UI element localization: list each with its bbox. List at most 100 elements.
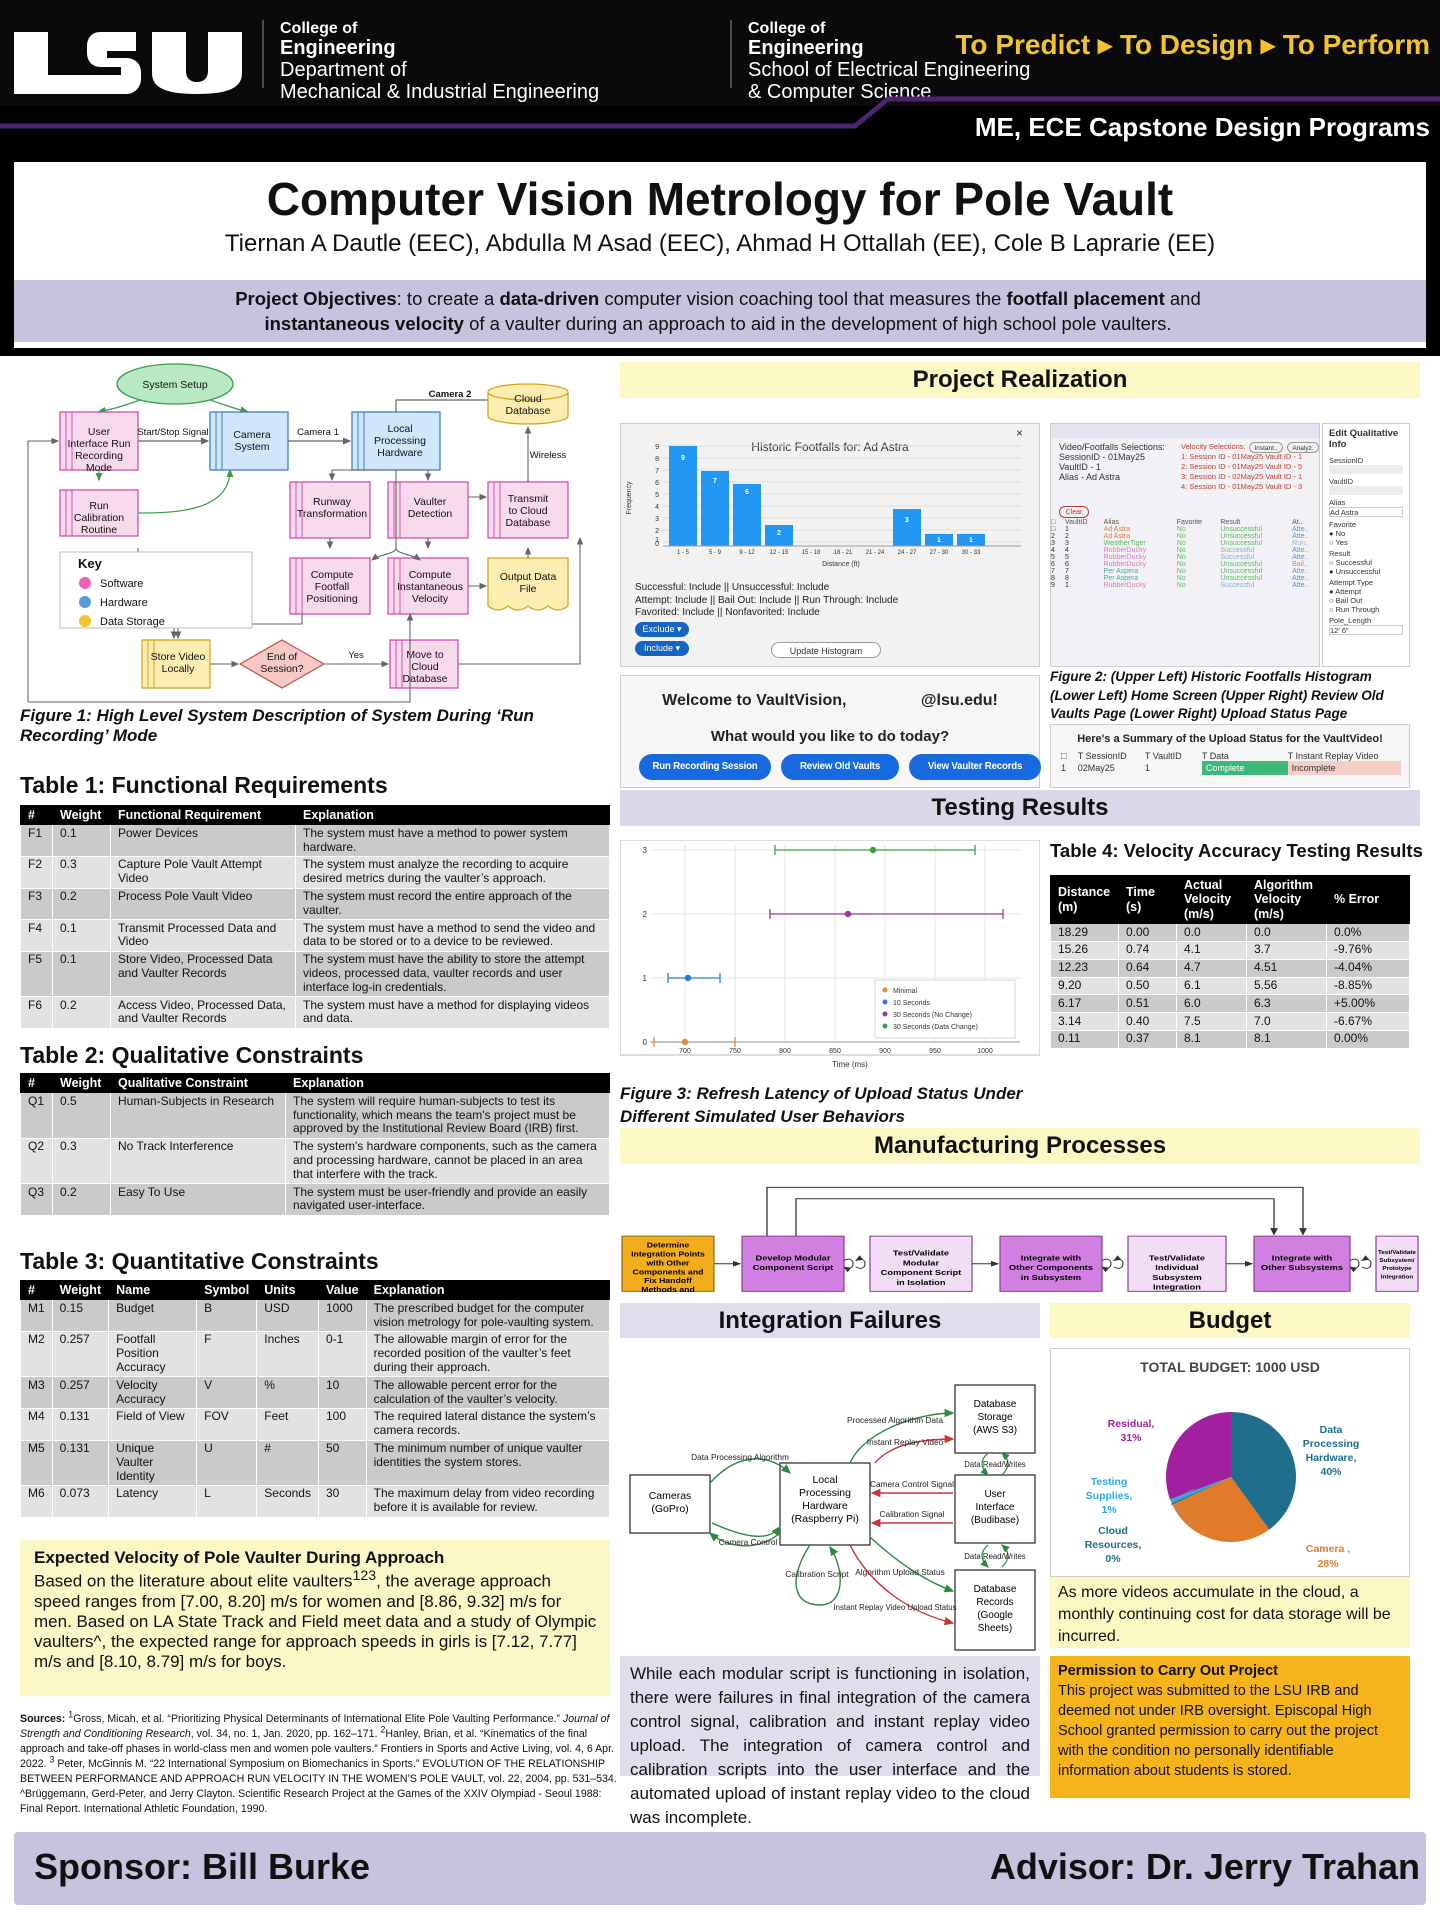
svg-text:Integration: Integration [1381,1275,1414,1280]
svg-text:21 - 24: 21 - 24 [866,550,885,556]
svg-text:6: 6 [745,489,749,496]
svg-text:Move to: Move to [406,649,444,661]
svg-text:Detection: Detection [408,508,453,520]
svg-text:0%: 0% [1105,1553,1121,1565]
svg-text:18 - 21: 18 - 21 [834,550,853,556]
svg-text:30 Seconds (Data Change): 30 Seconds (Data Change) [893,1024,978,1031]
svg-text:Locally: Locally [162,663,195,675]
svg-text:10 Seconds: 10 Seconds [893,1000,930,1007]
svg-text:Transformation: Transformation [297,508,367,520]
svg-text:Database: Database [506,405,551,417]
svg-text:Processed Algorithm Data: Processed Algorithm Data [847,1415,943,1425]
svg-text:6: 6 [655,480,659,487]
svg-text:5 - 9: 5 - 9 [709,550,722,556]
svg-text:900: 900 [879,1048,891,1055]
svg-text:Components and: Components and [633,1268,704,1276]
svg-text:Instantaneous: Instantaneous [397,581,463,593]
svg-text:Vaulter: Vaulter [414,496,447,508]
svg-text:Cameras: Cameras [649,1490,692,1502]
svg-text:with Other: with Other [645,1259,689,1267]
svg-text:Database: Database [974,1399,1017,1410]
svg-text:(Google: (Google [977,1610,1013,1621]
svg-text:Cloud: Cloud [1098,1525,1128,1537]
svg-text:Test/Validate: Test/Validate [1149,1253,1205,1262]
svg-text:2: 2 [643,910,648,919]
svg-text:Integration Points: Integration Points [631,1250,705,1258]
svg-text:(Budibase): (Budibase) [971,1515,1019,1526]
svg-text:Component Script: Component Script [881,1268,962,1277]
svg-text:Hardware: Hardware [377,447,423,459]
svg-text:31%: 31% [1120,1432,1142,1444]
svg-text:24 - 27: 24 - 27 [898,550,917,556]
svg-text:Modular: Modular [903,1258,940,1267]
svg-text:Key: Key [78,556,103,571]
svg-text:Component Script: Component Script [753,1263,834,1272]
svg-text:System Setup: System Setup [142,379,208,391]
svg-text:Run: Run [89,500,108,512]
svg-text:700: 700 [679,1048,691,1055]
svg-text:Integrate with: Integrate with [1021,1253,1081,1262]
svg-text:30 Seconds (No Change): 30 Seconds (No Change) [893,1012,972,1019]
svg-text:3: 3 [905,517,909,524]
svg-text:Processing: Processing [374,435,426,447]
svg-text:Wireless: Wireless [530,450,567,461]
svg-text:28%: 28% [1317,1558,1339,1570]
svg-text:Camera Control Signal: Camera Control Signal [870,1479,954,1489]
svg-text:End of: End of [267,651,297,663]
svg-text:1 - 5: 1 - 5 [677,550,690,556]
svg-text:2: 2 [655,528,659,535]
svg-text:Subsystem: Subsystem [1152,1273,1202,1282]
svg-text:850: 850 [829,1048,841,1055]
svg-text:Positioning: Positioning [306,593,358,605]
svg-text:Local: Local [387,423,412,435]
svg-text:Individual: Individual [1155,1263,1198,1272]
svg-text:Integrate with: Integrate with [1272,1253,1332,1262]
svg-text:Start/Stop Signal: Start/Stop Signal [137,427,208,438]
svg-text:Develop Modular: Develop Modular [756,1253,832,1262]
svg-text:40%: 40% [1320,1466,1342,1478]
svg-text:Hardware,: Hardware, [1306,1452,1357,1464]
svg-text:Other Components: Other Components [1009,1263,1093,1272]
svg-text:Output Data: Output Data [500,571,557,583]
svg-text:Frequency: Frequency [626,481,633,515]
svg-text:Transmit: Transmit [508,493,549,505]
svg-text:3: 3 [655,516,659,523]
svg-text:Distance (ft): Distance (ft) [822,561,860,568]
svg-text:Data Read/Writes: Data Read/Writes [964,1460,1025,1469]
svg-text:Other Subsystems: Other Subsystems [1261,1263,1343,1272]
svg-text:User: User [984,1489,1006,1500]
svg-text:27 - 30: 27 - 30 [930,550,949,556]
svg-text:30 - 33: 30 - 33 [962,550,981,556]
svg-text:2: 2 [777,530,781,537]
svg-text:Velocity: Velocity [412,593,449,605]
svg-text:Data: Data [1320,1424,1343,1436]
svg-text:Prototype: Prototype [1382,1267,1411,1272]
svg-text:Calibration Signal: Calibration Signal [879,1509,944,1519]
svg-text:Routine: Routine [81,524,117,536]
svg-text:800: 800 [779,1048,791,1055]
svg-text:Database: Database [506,517,551,529]
svg-text:Test/Validate: Test/Validate [1378,1250,1416,1255]
svg-text:Minimal: Minimal [893,988,918,995]
svg-text:Instant Replay Video: Instant Replay Video [867,1437,944,1447]
svg-text:Compute: Compute [311,569,354,581]
svg-text:Calibration: Calibration [74,512,124,524]
svg-text:12 - 15: 12 - 15 [770,550,789,556]
svg-text:750: 750 [729,1048,741,1055]
svg-text:Yes: Yes [348,650,364,661]
svg-text:3: 3 [643,846,648,855]
svg-text:Interface: Interface [976,1502,1015,1513]
svg-text:Database: Database [403,673,448,685]
svg-text:Fix Handoff: Fix Handoff [644,1277,692,1285]
svg-text:1%: 1% [1101,1504,1117,1516]
svg-text:to Cloud: to Cloud [508,505,547,517]
svg-text:Runway: Runway [313,496,352,508]
svg-text:Subsystem/: Subsystem/ [1379,1259,1415,1264]
svg-text:Supplies,: Supplies, [1086,1490,1133,1502]
svg-text:Storage: Storage [977,1412,1012,1423]
svg-text:1: 1 [643,974,648,983]
svg-text:(GoPro): (GoPro) [651,1503,688,1515]
svg-text:9 - 12: 9 - 12 [739,550,755,556]
svg-text:Instant Replay Video Upload St: Instant Replay Video Upload Status [834,1603,957,1612]
svg-text:Camera ,: Camera , [1306,1543,1350,1555]
